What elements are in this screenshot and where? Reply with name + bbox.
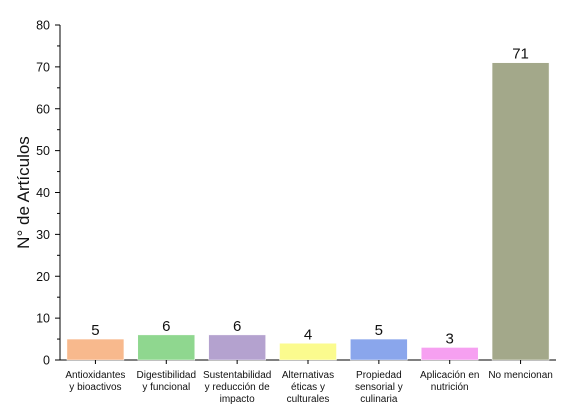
x-category-label: Alternativas éticas y culturales: [282, 370, 334, 405]
bar: [350, 338, 408, 361]
x-category-label-line: culturales: [287, 394, 330, 405]
y-tick-label: 40: [36, 186, 50, 200]
bar: [279, 343, 337, 361]
bar: [137, 334, 196, 361]
x-category-label: Sustentabilidad y reducción de impacto: [203, 370, 271, 405]
x-category-label-line: Alternativas: [282, 370, 334, 381]
bar: [66, 338, 125, 361]
y-tick-label: 20: [36, 270, 50, 284]
x-category-label-line: culinaria: [360, 394, 398, 405]
x-category-label-line: Aplicación en: [420, 370, 479, 381]
bar-value-label: 4: [304, 326, 312, 343]
y-tick-label: 70: [36, 60, 50, 74]
x-category-label: No mencionan: [488, 370, 552, 381]
x-category-label-line: No mencionan: [488, 370, 552, 381]
x-category-label-line: éticas y: [291, 382, 325, 393]
bar: [420, 347, 479, 361]
y-tick-label: 0: [43, 354, 50, 368]
x-category-label-line: nutrición: [431, 382, 469, 393]
y-axis: 0 10 20 30 40 50 60 70 80: [36, 19, 556, 368]
bar: [208, 334, 266, 361]
bar-value-label: 5: [91, 322, 99, 339]
x-category-label: Digestibilidad y funcional: [137, 370, 196, 393]
x-category-label: Aplicación en nutrición: [420, 370, 479, 393]
x-category-label-line: y bioactivos: [69, 382, 121, 393]
y-tick-label: 80: [36, 19, 50, 33]
bar-value-label: 6: [233, 318, 241, 335]
x-category-label-line: Sustentabilidad: [203, 370, 271, 381]
bar-value-label: 3: [446, 330, 454, 347]
bar-value-label: 5: [375, 322, 383, 339]
y-tick-label: 10: [36, 312, 50, 326]
bar: [491, 62, 550, 361]
bar-value-label: 6: [162, 318, 170, 335]
bar-value-label: 71: [512, 46, 529, 63]
y-axis-title: N° de Artículos: [14, 136, 33, 249]
x-category-label: Propiedad sensorial y culinaria: [355, 370, 403, 405]
x-category-label-line: sensorial y: [355, 382, 403, 393]
y-tick-label: 60: [36, 102, 50, 116]
x-category-label-line: Digestibilidad: [137, 370, 196, 381]
x-category-label-line: impacto: [220, 394, 255, 405]
x-category-label-line: y funcional: [142, 382, 190, 393]
bars: [66, 62, 550, 361]
data-labels: 5 6 6 4 5 3 71: [91, 46, 529, 348]
x-category-label-line: y reducción de: [205, 382, 270, 393]
y-tick-label: 30: [36, 228, 50, 242]
y-tick-label: 50: [36, 144, 50, 158]
x-category-label-line: Antioxidantes: [65, 370, 125, 381]
x-category-label: Antioxidantes y bioactivos: [65, 370, 125, 393]
x-category-label-line: Propiedad: [356, 370, 402, 381]
